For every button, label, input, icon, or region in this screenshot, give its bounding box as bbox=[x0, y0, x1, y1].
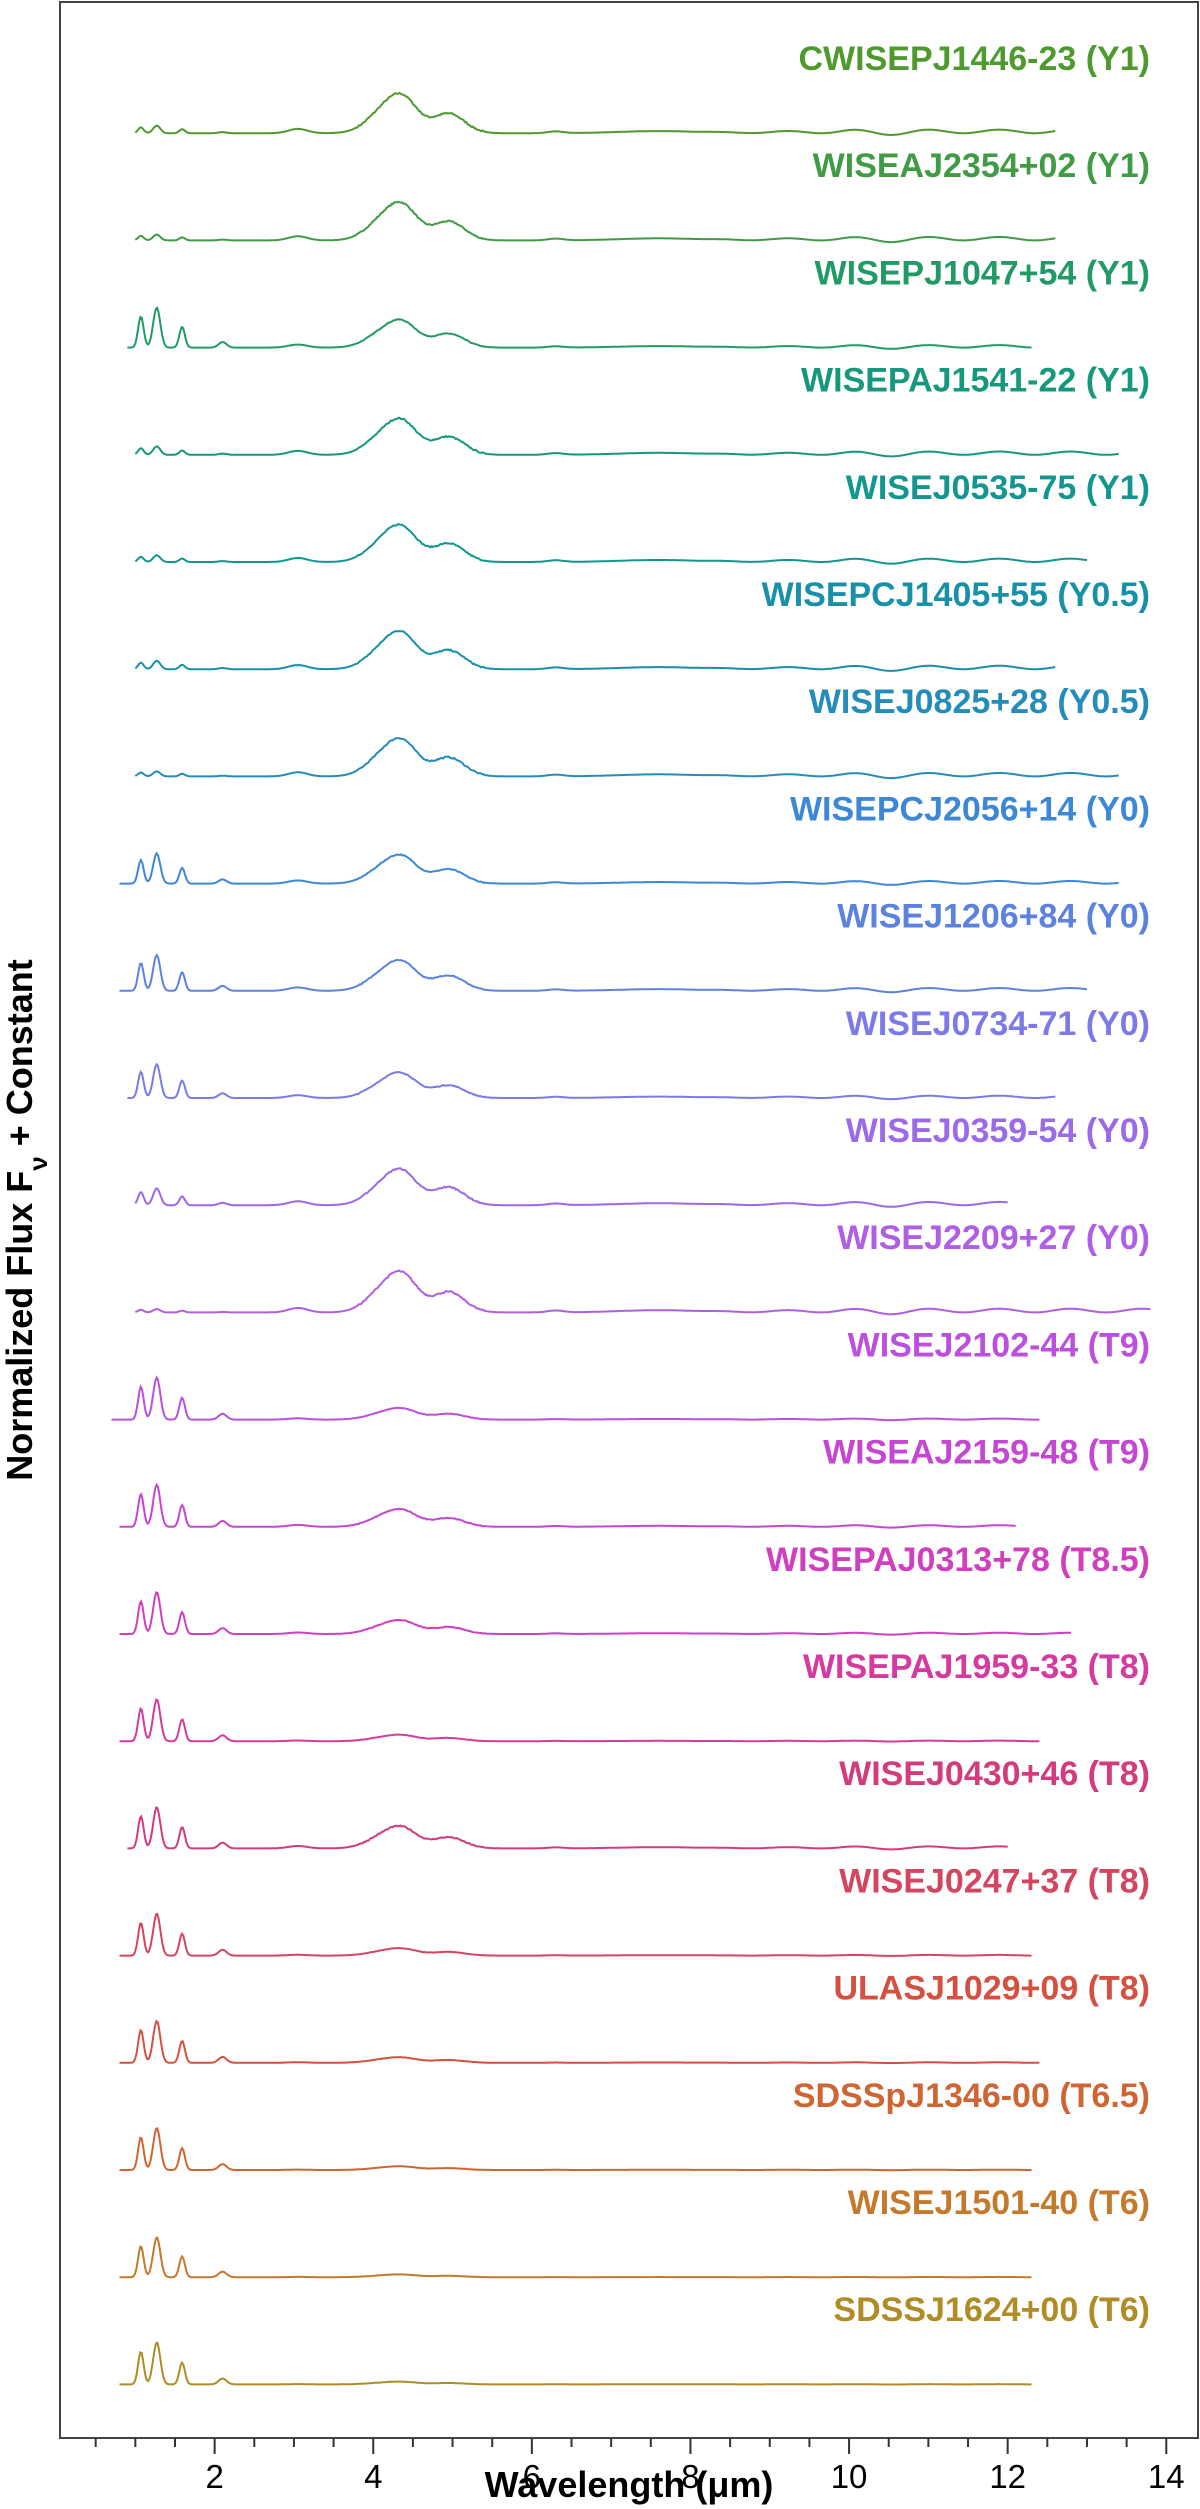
series-label: ULASJ1029+09 (T8) bbox=[833, 1970, 1150, 2008]
y-axis-label-suffix: + Constant bbox=[0, 959, 40, 1156]
series-label: WISEJ0734-71 (Y0) bbox=[846, 1005, 1150, 1043]
spectrum-line bbox=[119, 1698, 1040, 1743]
y-axis-label-sub: ν bbox=[23, 1156, 53, 1170]
x-axis-label: Wavelength (μm) bbox=[485, 2464, 774, 2505]
series-label: WISEJ0430+46 (T8) bbox=[839, 1755, 1150, 1793]
y-axis-label-main: Normalized Flux F bbox=[0, 1171, 40, 1481]
spectrum-line bbox=[127, 306, 1032, 350]
spectrum-line bbox=[119, 851, 1119, 886]
x-tick-label: 14 bbox=[1148, 2458, 1185, 2495]
x-tick-label: 2 bbox=[205, 2458, 223, 2495]
spectrum-line bbox=[119, 1591, 1072, 1636]
spectrum-line bbox=[127, 1805, 1008, 1851]
series-label: WISEJ2102-44 (T9) bbox=[848, 1326, 1150, 1364]
spectrum-line bbox=[134, 200, 1056, 244]
spectrum-line bbox=[119, 953, 1088, 994]
series-label: SDSSpJ1346-00 (T6.5) bbox=[793, 2077, 1150, 2115]
series-label: WISEJ1206+84 (Y0) bbox=[837, 898, 1150, 936]
spectrum-line bbox=[127, 1062, 1056, 1101]
spectrum-line bbox=[119, 2236, 1032, 2279]
spectrum-line bbox=[134, 1167, 1008, 1208]
series-label: WISEPAJ1959-33 (T8) bbox=[803, 1648, 1150, 1686]
spectrum-line bbox=[119, 2341, 1032, 2386]
spectrum-line bbox=[134, 630, 1056, 672]
series-label: WISEJ1501-40 (T6) bbox=[848, 2184, 1150, 2222]
spectrum-line bbox=[134, 1269, 1151, 1316]
x-tick-label: 6 bbox=[523, 2458, 541, 2495]
plot-frame bbox=[59, 1, 1199, 2439]
series-label: WISEAJ2354+02 (Y1) bbox=[813, 147, 1150, 185]
spectrum-line bbox=[134, 416, 1119, 458]
series-label: SDSSJ1624+00 (T6) bbox=[833, 2291, 1150, 2329]
spectrum-line bbox=[111, 1375, 1040, 1422]
x-axis-ticks: 2 4 6 8 10 12 14 bbox=[94, 2438, 1185, 2495]
spectrum-line bbox=[119, 2126, 1032, 2172]
series-label: WISEPCJ1405+55 (Y0.5) bbox=[762, 576, 1150, 614]
spectrum-line bbox=[119, 2019, 1040, 2064]
spectrum-line bbox=[134, 737, 1119, 780]
series-label: WISEPAJ0313+78 (T8.5) bbox=[766, 1541, 1150, 1579]
spectrum-line bbox=[119, 1912, 1032, 1957]
series-label: WISEAJ2159-48 (T9) bbox=[823, 1434, 1150, 1472]
spectrum-line bbox=[134, 523, 1088, 565]
series-label: CWISEPJ1446-23 (Y1) bbox=[799, 40, 1151, 78]
x-tick-label: 12 bbox=[989, 2458, 1026, 2495]
x-tick-label: 10 bbox=[831, 2458, 868, 2495]
x-tick-label: 4 bbox=[364, 2458, 382, 2495]
y-axis-label-group: Normalized Flux Fν + Constant bbox=[0, 959, 53, 1481]
series-label: WISEJ0247+37 (T8) bbox=[839, 1862, 1150, 1900]
series-label: WISEPAJ1541-22 (Y1) bbox=[801, 362, 1150, 400]
series-label: WISEPJ1047+54 (Y1) bbox=[815, 254, 1150, 292]
series-label: WISEJ0825+28 (Y0.5) bbox=[809, 683, 1150, 721]
spectrum-line bbox=[134, 91, 1056, 137]
y-axis-label: Normalized Flux Fν + Constant bbox=[0, 959, 53, 1481]
series-layer: CWISEPJ1446-23 (Y1) WISEAJ2354+02 (Y1) WIS… bbox=[111, 40, 1151, 2386]
series-label: WISEJ0535-75 (Y1) bbox=[846, 469, 1150, 507]
series-label: WISEJ0359-54 (Y0) bbox=[846, 1112, 1150, 1150]
x-tick-label: 8 bbox=[681, 2458, 699, 2495]
series-label: WISEPCJ2056+14 (Y0) bbox=[790, 790, 1150, 828]
series-label: WISEJ2209+27 (Y0) bbox=[837, 1219, 1150, 1257]
spectrum-line bbox=[119, 1482, 1016, 1529]
